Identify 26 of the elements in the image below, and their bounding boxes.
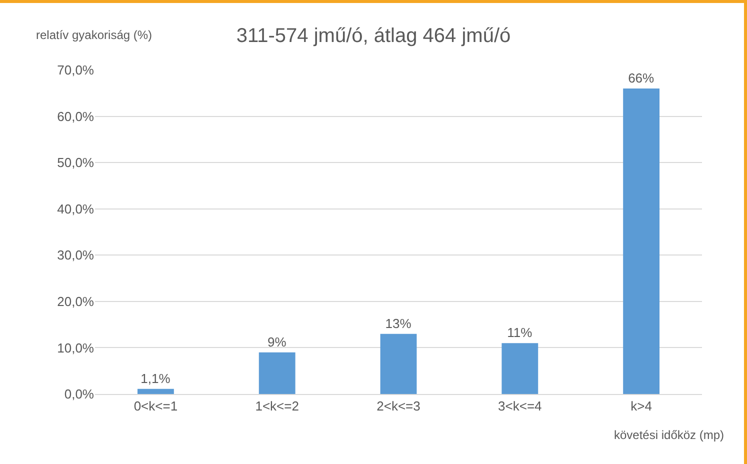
data-label: 66% [628, 70, 655, 86]
data-label: 13% [385, 316, 412, 331]
y-tick-label: 30,0% [57, 248, 94, 263]
y-tick-label: 70,0% [57, 62, 94, 78]
bar [380, 334, 417, 394]
y-tick-label: 10,0% [57, 340, 94, 356]
bar [623, 88, 660, 394]
y-axis-title: relatív gyakoriság (%) [36, 28, 152, 42]
bar [502, 343, 538, 394]
bar [137, 388, 174, 394]
y-tick-label: 50,0% [57, 155, 94, 170]
y-tick-label: 60,0% [57, 108, 94, 124]
x-tick-label: 3<k<=4 [498, 398, 542, 414]
x-tick-label: 2<k<=3 [376, 398, 420, 414]
y-tick-label: 0,0% [64, 386, 94, 402]
data-label: 11% [507, 325, 533, 340]
x-tick-label: k>4 [630, 398, 652, 414]
y-tick-label: 40,0% [57, 201, 94, 216]
data-label: 9% [267, 334, 287, 350]
data-label: 1,1% [140, 370, 171, 386]
x-tick-label: 1<k<=2 [255, 398, 299, 414]
y-tick-label: 20,0% [57, 294, 94, 309]
chart-title: 311-574 jmű/ó, átlag 464 jmű/ó [236, 24, 511, 47]
x-axis-title: követési időköz (mp) [614, 428, 724, 442]
x-tick-label: 0<k<=1 [134, 398, 178, 414]
bar [258, 352, 296, 394]
